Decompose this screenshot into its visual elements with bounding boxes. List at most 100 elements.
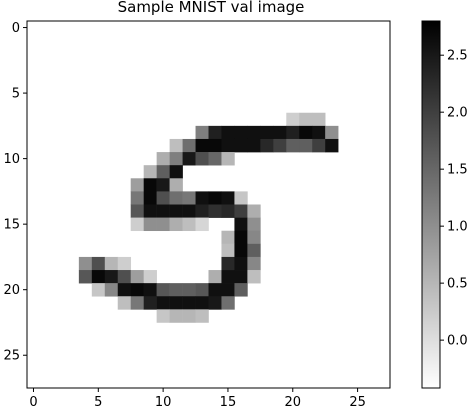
pixel-cell xyxy=(312,125,326,140)
x-tick-label: 15 xyxy=(220,395,237,410)
pixel-cell xyxy=(299,125,313,140)
pixel-cell xyxy=(195,217,209,232)
pixel-cell xyxy=(130,217,144,232)
pixel-cell xyxy=(221,138,235,153)
pixel-cell xyxy=(247,217,261,232)
pixel-cell xyxy=(208,125,222,140)
pixel-cell xyxy=(156,152,170,166)
pixel-cell xyxy=(156,217,170,232)
pixel-cell xyxy=(286,138,300,153)
colorbar-tick-label: 0.0 xyxy=(447,334,468,349)
pixel-cell xyxy=(221,204,235,218)
pixel-cell xyxy=(234,256,248,271)
pixel-cell xyxy=(221,125,235,140)
pixel-cell xyxy=(273,138,287,153)
pixel-cell xyxy=(143,178,157,192)
pixel-cell xyxy=(195,152,209,166)
pixel-cell xyxy=(169,309,183,323)
pixel-cell xyxy=(234,230,248,245)
pixel-cell xyxy=(247,204,261,218)
pixel-cell xyxy=(195,191,209,205)
y-tick-label: 20 xyxy=(3,283,20,298)
colorbar-tick-label: 2.5 xyxy=(447,49,468,64)
pixel-cell xyxy=(169,138,183,153)
pixel-cell xyxy=(221,230,235,245)
pixel-cell xyxy=(143,283,157,297)
pixel-cell xyxy=(182,191,196,205)
pixel-cell xyxy=(234,204,248,218)
colorbar-axis: 0.0 0.5 1.0 1.5 2.0 2.5 xyxy=(440,49,468,349)
pixel-cell xyxy=(143,165,157,179)
pixel-cell xyxy=(208,191,222,205)
y-tick-label: 15 xyxy=(3,218,20,233)
pixel-cell xyxy=(234,270,248,284)
pixel-cell xyxy=(247,230,261,245)
pixel-cell xyxy=(182,309,196,323)
colorbar-tick-label: 2.0 xyxy=(447,106,468,121)
pixel-cell xyxy=(234,191,248,205)
pixel-cell xyxy=(221,256,235,271)
pixel-cell xyxy=(169,152,183,166)
colorbar-frame xyxy=(421,20,441,389)
pixel-cell xyxy=(208,296,222,310)
pixel-cell xyxy=(156,178,170,192)
pixel-cell xyxy=(221,283,235,297)
x-tick-label: 0 xyxy=(29,395,37,410)
pixel-cell xyxy=(208,204,222,218)
pixel-cell xyxy=(325,125,339,140)
pixel-cell xyxy=(91,256,106,271)
pixel-cell xyxy=(234,283,248,297)
pixel-cell xyxy=(104,283,119,297)
pixel-cell xyxy=(221,191,235,205)
x-tick-label: 5 xyxy=(94,395,102,410)
pixel-cell xyxy=(156,283,170,297)
pixel-cell xyxy=(247,125,261,140)
pixel-cell xyxy=(169,217,183,232)
pixel-cell xyxy=(195,204,209,218)
pixel-cell xyxy=(104,256,119,271)
pixel-cell xyxy=(247,270,261,284)
pixel-cell xyxy=(130,178,144,192)
pixel-cell xyxy=(169,191,183,205)
pixel-cell xyxy=(143,296,157,310)
y-tick-label: 10 xyxy=(3,152,20,167)
pixel-cell xyxy=(208,138,222,153)
pixel-cell xyxy=(169,283,183,297)
pixel-cell xyxy=(143,217,157,232)
colorbar-tick-label: 1.0 xyxy=(447,220,468,235)
colorbar-tick-label: 1.5 xyxy=(447,163,468,178)
pixel-cell xyxy=(130,270,144,284)
pixel-cell xyxy=(208,283,222,297)
pixel-cell xyxy=(169,204,183,218)
pixel-cell xyxy=(117,270,132,284)
pixel-cell xyxy=(143,191,157,205)
pixel-cell xyxy=(195,309,209,323)
pixel-cell xyxy=(234,125,248,140)
pixel-cell xyxy=(273,125,287,140)
y-axis: 0 5 10 15 20 25 xyxy=(3,21,27,364)
pixel-cell xyxy=(91,270,106,284)
pixel-cell xyxy=(195,283,209,297)
pixel-cell xyxy=(234,138,248,153)
pixel-cell xyxy=(156,204,170,218)
pixel-cell xyxy=(208,270,222,284)
pixel-cell xyxy=(247,243,261,258)
pixel-cell xyxy=(182,152,196,166)
pixel-cell xyxy=(247,138,261,153)
pixel-cell xyxy=(195,125,209,140)
pixel-cell xyxy=(208,152,222,166)
pixel-cell xyxy=(325,138,339,153)
pixel-cell xyxy=(182,138,196,153)
pixel-cell xyxy=(182,296,196,310)
x-tick-label: 20 xyxy=(284,395,301,410)
pixel-cell xyxy=(156,296,170,310)
x-axis: 0 5 10 15 20 25 xyxy=(29,388,366,410)
pixel-cell xyxy=(78,270,93,284)
y-tick-label: 5 xyxy=(12,87,20,102)
pixel-cell xyxy=(312,112,326,127)
pixel-cell xyxy=(156,191,170,205)
pixel-cell xyxy=(221,296,235,310)
colorbar-tick-label: 0.5 xyxy=(447,277,468,292)
pixel-cell xyxy=(78,256,93,271)
pixel-cell xyxy=(182,283,196,297)
